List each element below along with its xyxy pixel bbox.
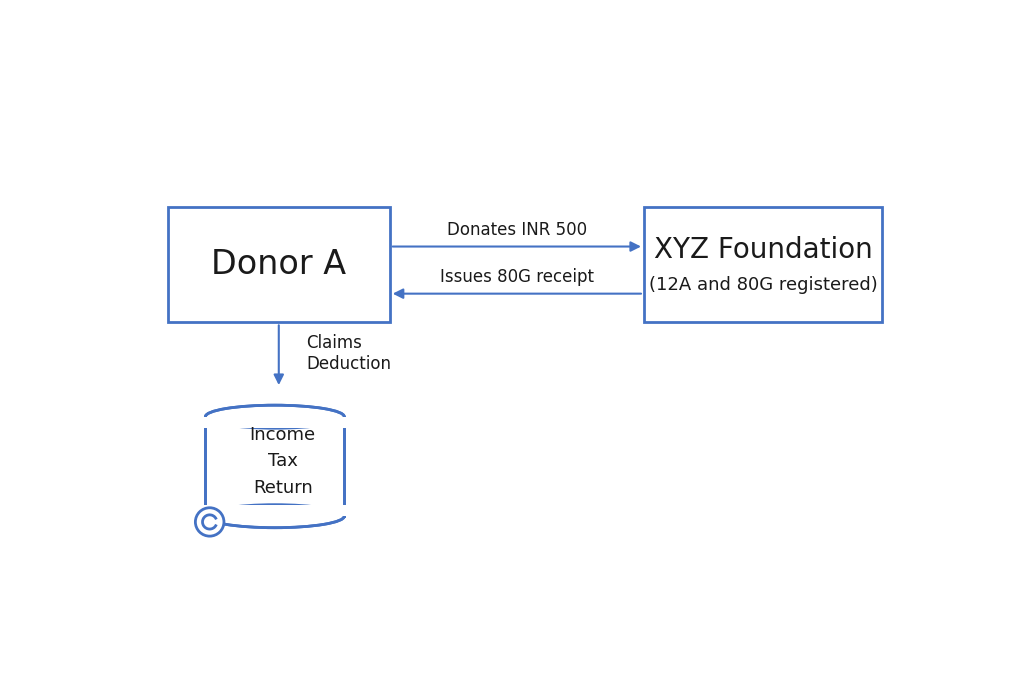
- Text: (12A and 80G registered): (12A and 80G registered): [648, 276, 878, 294]
- Ellipse shape: [206, 505, 344, 528]
- Bar: [204, 417, 346, 428]
- FancyBboxPatch shape: [168, 207, 390, 322]
- Text: Claims
Deduction: Claims Deduction: [306, 335, 391, 373]
- Bar: [204, 505, 346, 516]
- Text: Income
Tax
Return: Income Tax Return: [250, 426, 315, 496]
- Ellipse shape: [196, 508, 224, 536]
- Text: XYZ Foundation: XYZ Foundation: [653, 236, 872, 265]
- Text: Donor A: Donor A: [211, 248, 346, 282]
- FancyBboxPatch shape: [206, 417, 344, 516]
- Text: Issues 80G receipt: Issues 80G receipt: [440, 268, 594, 286]
- FancyBboxPatch shape: [644, 207, 882, 322]
- Text: Donates INR 500: Donates INR 500: [446, 221, 587, 239]
- Ellipse shape: [206, 405, 344, 428]
